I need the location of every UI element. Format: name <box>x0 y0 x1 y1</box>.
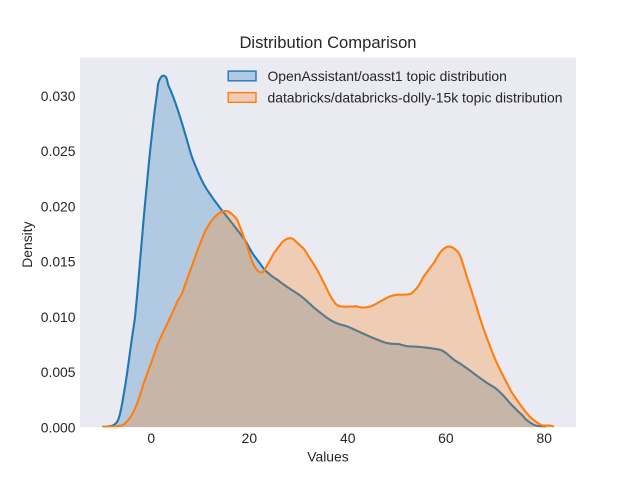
svg-text:0.020: 0.020 <box>41 198 76 214</box>
svg-text:80: 80 <box>536 430 552 446</box>
svg-text:0.000: 0.000 <box>41 419 76 435</box>
svg-text:0.030: 0.030 <box>41 88 76 104</box>
svg-text:0.025: 0.025 <box>41 143 76 159</box>
svg-text:0.015: 0.015 <box>41 254 76 270</box>
svg-text:databricks/databricks-dolly-15: databricks/databricks-dolly-15k topic di… <box>268 89 563 105</box>
svg-text:0: 0 <box>147 430 155 446</box>
svg-text:Distribution Comparison: Distribution Comparison <box>239 33 416 52</box>
svg-text:60: 60 <box>438 430 454 446</box>
svg-text:0.005: 0.005 <box>41 364 76 380</box>
svg-text:OpenAssistant/oasst1 topic dis: OpenAssistant/oasst1 topic distribution <box>268 68 507 84</box>
svg-text:0.010: 0.010 <box>41 309 76 325</box>
svg-text:40: 40 <box>340 430 356 446</box>
svg-text:20: 20 <box>242 430 258 446</box>
svg-text:Values: Values <box>307 449 348 465</box>
svg-text:Density: Density <box>19 221 35 267</box>
